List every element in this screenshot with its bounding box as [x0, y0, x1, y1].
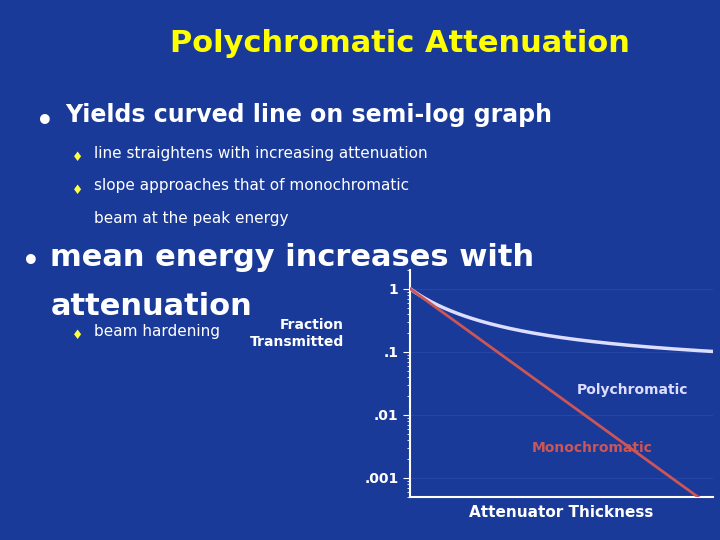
Text: slope approaches that of monochromatic: slope approaches that of monochromatic — [94, 178, 409, 193]
Text: ♦: ♦ — [72, 151, 84, 164]
Text: mean energy increases with: mean energy increases with — [50, 243, 534, 272]
Text: Yields curved line on semi-log graph: Yields curved line on semi-log graph — [65, 103, 552, 126]
Text: •: • — [22, 248, 40, 276]
Text: Polychromatic: Polychromatic — [577, 383, 688, 397]
Text: line straightens with increasing attenuation: line straightens with increasing attenua… — [94, 146, 427, 161]
Text: beam at the peak energy: beam at the peak energy — [94, 211, 288, 226]
Text: Polychromatic Attenuation: Polychromatic Attenuation — [170, 29, 629, 58]
Text: Monochromatic: Monochromatic — [531, 441, 652, 455]
Text: ♦: ♦ — [72, 184, 84, 197]
Text: ♦: ♦ — [72, 329, 84, 342]
Text: •: • — [36, 108, 54, 136]
Text: attenuation: attenuation — [50, 292, 252, 321]
Y-axis label: Fraction
Transmitted: Fraction Transmitted — [250, 319, 344, 349]
Text: beam hardening: beam hardening — [94, 324, 220, 339]
X-axis label: Attenuator Thickness: Attenuator Thickness — [469, 505, 654, 520]
